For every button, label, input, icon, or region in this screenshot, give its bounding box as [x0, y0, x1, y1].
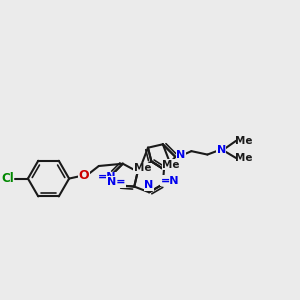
- Text: Me: Me: [235, 153, 253, 163]
- Text: Me: Me: [134, 163, 151, 173]
- Text: N: N: [217, 145, 226, 155]
- Text: O: O: [79, 169, 89, 182]
- Text: N=: N=: [107, 177, 125, 187]
- Text: N: N: [145, 180, 154, 190]
- Text: Me: Me: [162, 160, 180, 170]
- Text: Cl: Cl: [1, 172, 14, 185]
- Text: =N: =N: [160, 176, 179, 186]
- Text: =N: =N: [98, 172, 116, 182]
- Text: Me: Me: [235, 136, 253, 146]
- Text: N: N: [176, 150, 186, 160]
